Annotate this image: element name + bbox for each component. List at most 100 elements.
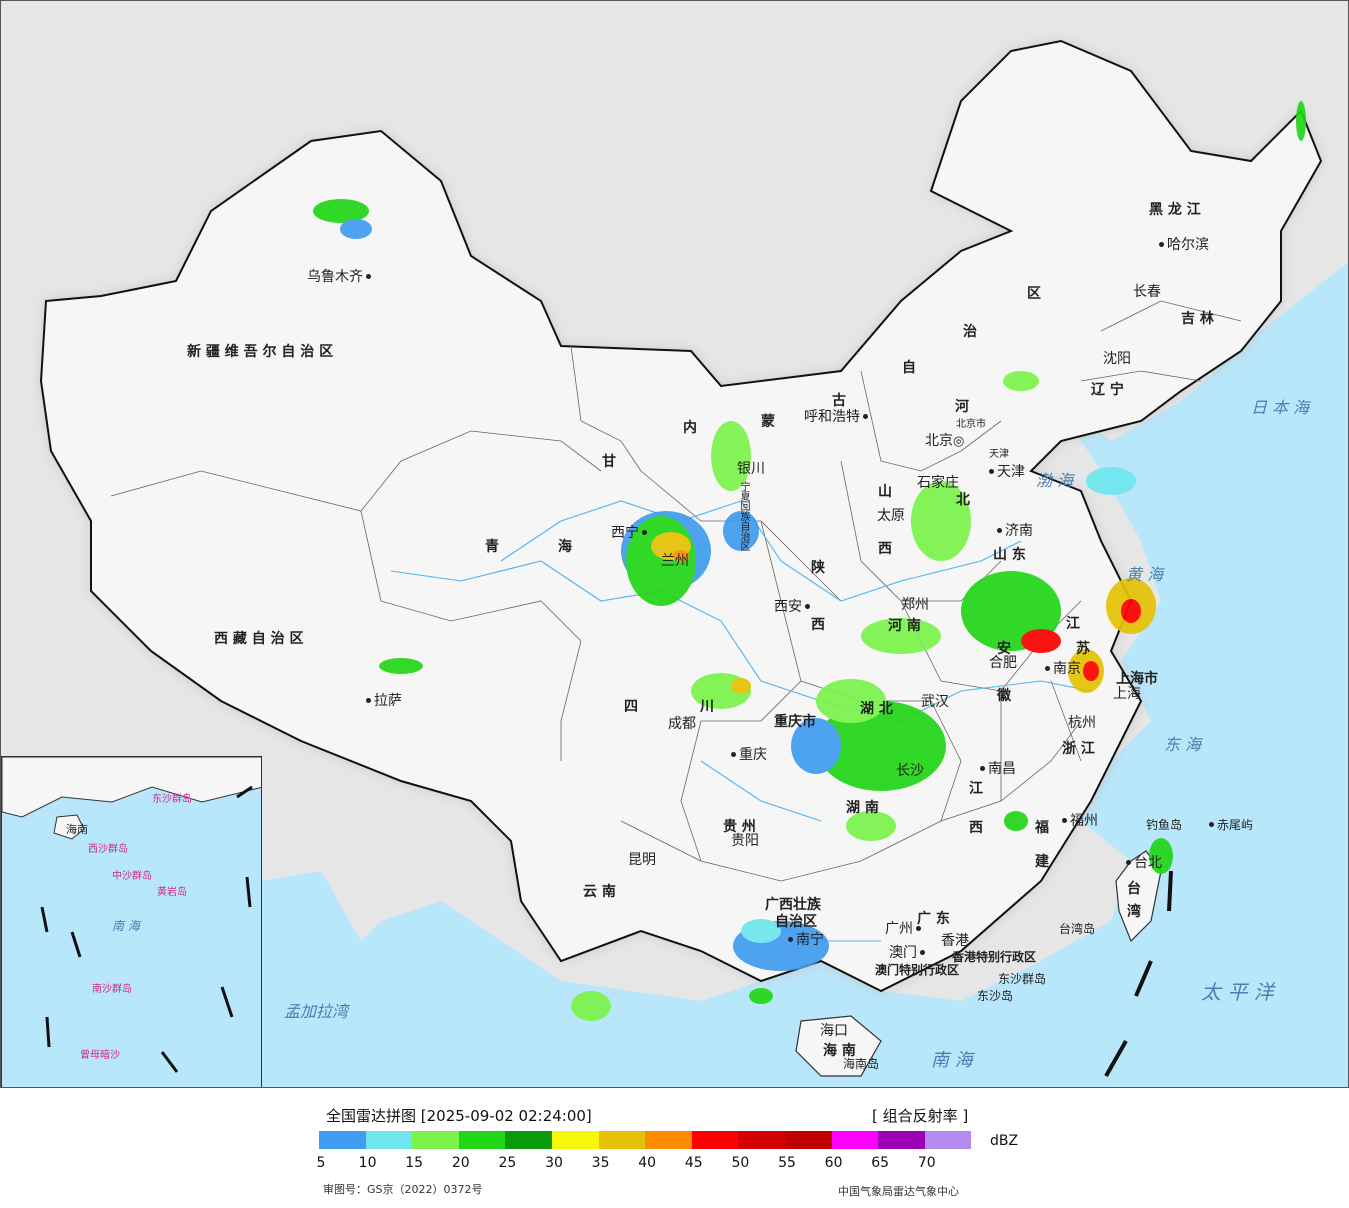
color-swatch — [645, 1131, 692, 1149]
city-urumqi: 乌鲁木齐 — [307, 269, 374, 285]
province-zhejiang: 浙 江 — [1062, 741, 1095, 757]
color-scale-tick: 15 — [405, 1155, 424, 1171]
province-jiangxi-1: 江 — [969, 781, 983, 797]
province-neimenggu-1: 内 — [683, 420, 697, 436]
island-hainan: 海南岛 — [843, 1057, 880, 1071]
city-macau: 澳门 — [889, 945, 928, 961]
province-borders — [110, 300, 1242, 882]
color-scale-tick: 50 — [731, 1155, 750, 1171]
province-hunan: 湖 南 — [846, 800, 879, 816]
province-hebei-2: 北 — [956, 492, 970, 508]
approval-number: 审图号：GS京（2022）0372号 — [323, 1183, 483, 1196]
province-qinghai-1: 青 — [485, 539, 499, 555]
province-anhui-1: 安 — [997, 641, 1011, 657]
inset-svg — [2, 757, 261, 1073]
city-nanchang: 南昌 — [977, 761, 1016, 777]
province-guangxi-1: 广西壮族 — [765, 897, 821, 913]
province-chuan: 川 — [700, 699, 714, 715]
city-shijiazhuang: 石家庄 — [917, 475, 959, 491]
province-shaanxi-1: 陕 — [811, 560, 825, 576]
sea-east — [301, 262, 1348, 1087]
color-swatch — [784, 1131, 832, 1149]
color-scale-tick: 30 — [545, 1155, 563, 1171]
city-taiyuan: 太原 — [877, 508, 905, 524]
province-sichuan: 四 — [624, 699, 638, 715]
province-qinghai-2: 海 — [558, 539, 572, 555]
province-henan: 河 南 — [888, 618, 921, 634]
city-shenyang: 沈阳 — [1103, 351, 1131, 367]
color-scale-tick: 45 — [684, 1155, 703, 1171]
city-taipei: 台北 — [1123, 855, 1162, 871]
city-chongqing: 重庆 — [728, 747, 767, 763]
province-macau: 澳门特别行政区 — [875, 963, 960, 977]
color-scale — [319, 1131, 972, 1149]
color-swatch — [505, 1131, 552, 1149]
city-chengdu: 成都 — [668, 716, 696, 732]
province-shanxi-1: 山 — [878, 484, 892, 500]
boundary-dashes — [1104, 870, 1173, 1077]
region-ningxia: 宁夏回族自治区 — [738, 481, 749, 551]
city-kunming: 昆明 — [628, 852, 656, 868]
province-hongkong: 香港特别行政区 — [952, 950, 1037, 964]
province-liaoning: 辽 宁 — [1091, 382, 1124, 398]
province-shanxi-2: 西 — [878, 541, 892, 557]
taiwan-island — [1115, 850, 1162, 943]
inset-huangyan: 黄岩岛 — [157, 887, 187, 898]
inset-zengmu: 曾母暗沙 — [80, 1050, 120, 1061]
city-jinan: 济南 — [994, 523, 1033, 539]
hainan-island — [795, 1015, 882, 1077]
province-guizhou: 贵 州 — [723, 819, 756, 835]
map-title: 全国雷达拼图 [2025-09-02 02:24:00] — [326, 1107, 592, 1125]
city-yinchuan: 银川 — [737, 461, 765, 477]
color-scale-tick: 40 — [638, 1155, 657, 1171]
sea-south: 南 海 — [931, 1050, 973, 1071]
province-chongqing: 重庆市 — [774, 714, 816, 730]
city-hefei: 合肥 — [989, 655, 1017, 671]
island-taiwan: 台湾岛 — [1059, 922, 1096, 936]
city-changchun: 长春 — [1133, 284, 1161, 300]
map-frame: 新 疆 维 吾 尔 自 治 区 西 藏 自 治 区 青 海 甘 内 蒙 古 自 … — [0, 0, 1349, 1088]
inset-nansha: 南沙群岛 — [92, 984, 132, 995]
color-swatch — [691, 1131, 739, 1149]
product-label: [ 组合反射率 ] — [872, 1107, 969, 1125]
province-yunnan: 云 南 — [583, 884, 616, 900]
color-swatch — [365, 1131, 413, 1149]
city-tianjin-municipality: 天津 — [989, 449, 1009, 460]
province-fujian-1: 福 — [1035, 820, 1049, 836]
sea-japan: 日 本 海 — [1251, 398, 1310, 417]
province-taiwan-1: 台 — [1127, 881, 1141, 897]
city-nanjing: 南京 — [1042, 661, 1081, 677]
color-swatch — [412, 1131, 459, 1149]
color-scale-tick: 55 — [778, 1155, 796, 1171]
color-scale-tick: 35 — [591, 1155, 610, 1171]
province-jiangsu-2: 苏 — [1076, 641, 1090, 657]
inset-dongsha: 东沙群岛 — [152, 794, 192, 805]
island-dongsha: 东沙岛 — [977, 989, 1014, 1003]
sea-bengal: 孟加拉湾 — [284, 1002, 349, 1021]
province-neimenggu-4: 自 — [902, 360, 916, 376]
island-chiwei: 赤尾屿 — [1206, 817, 1253, 833]
province-taiwan-2: 湾 — [1127, 904, 1141, 920]
city-xian: 西安 — [774, 599, 813, 615]
city-hohhot: 呼和浩特 — [804, 409, 871, 425]
province-neimenggu-6: 区 — [1027, 286, 1041, 302]
island-diaoyu: 钓鱼岛 — [1146, 818, 1183, 832]
province-shandong: 山 东 — [993, 547, 1026, 563]
color-swatch — [831, 1131, 879, 1149]
city-wuhan: 武汉 — [921, 694, 949, 710]
south-china-sea-inset: 海南 西沙群岛 东沙群岛 中沙群岛 黄岩岛 南 海 南沙群岛 曾母暗沙 — [1, 756, 262, 1087]
color-swatch — [878, 1131, 925, 1149]
color-swatch — [319, 1131, 366, 1149]
province-hainan: 海 南 — [823, 1043, 856, 1059]
map-svg — [39, 39, 1348, 1087]
province-shanghai: 上海市 — [1116, 671, 1158, 687]
sea-bohai: 渤 海 — [1036, 471, 1074, 490]
color-scale-tick: 60 — [824, 1155, 843, 1171]
city-haikou: 海口 — [820, 1023, 848, 1039]
color-scale-tick: 5 — [316, 1155, 326, 1171]
city-guiyang: 贵阳 — [731, 833, 759, 849]
unit-label: dBZ — [990, 1133, 1019, 1149]
city-beijing-municipality: 北京市 — [956, 419, 986, 430]
color-swatch — [738, 1131, 785, 1149]
province-jiangsu-1: 江 — [1066, 616, 1080, 632]
